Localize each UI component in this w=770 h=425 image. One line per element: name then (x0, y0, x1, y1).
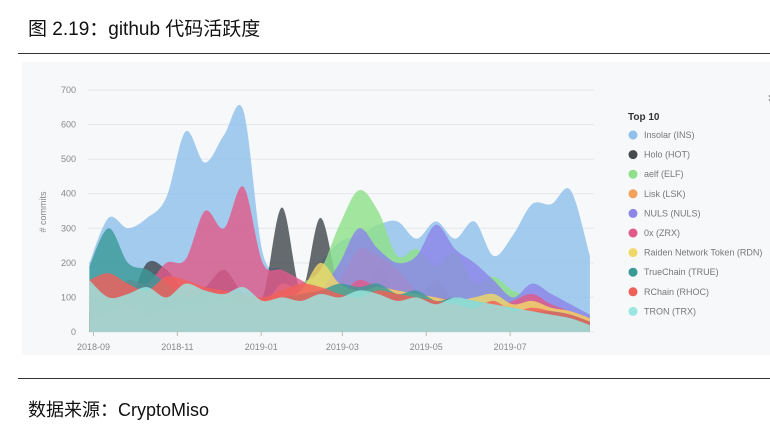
series-areas (89, 104, 590, 332)
legend-swatch[interactable] (628, 228, 638, 238)
y-tick-label: 200 (61, 258, 76, 268)
legend-label[interactable]: Insolar (INS) (644, 130, 695, 140)
legend-label[interactable]: TrueChain (TRUE) (644, 267, 719, 277)
x-tick-label: 2019-05 (410, 342, 443, 352)
legend-label[interactable]: Lisk (LSK) (644, 189, 686, 199)
y-tick-label: 300 (61, 223, 76, 233)
legend-swatch[interactable] (628, 267, 638, 277)
x-tick-label: 2019-07 (494, 342, 527, 352)
figure-title: 图 2.19：github 代码活跃度 (28, 19, 261, 40)
legend: Insolar (INS) Holo (HOT) aelf (ELF) Lisk (L… (628, 130, 762, 316)
legend-swatch[interactable] (628, 287, 638, 297)
legend-label[interactable]: TRON (TRX) (644, 306, 696, 316)
bottom-divider (18, 378, 770, 379)
x-axis: 2018-09 2018-11 2019-01 2019-03 2019-05 2019-… (77, 332, 527, 352)
legend-swatch[interactable] (628, 130, 638, 140)
legend-swatch[interactable] (628, 306, 638, 316)
legend-title: Top 10 (628, 112, 660, 123)
legend-label[interactable]: Holo (HOT) (644, 150, 690, 160)
legend-label[interactable]: RChain (RHOC) (644, 287, 709, 297)
legend-swatch[interactable] (628, 208, 638, 218)
top-divider (18, 53, 770, 54)
y-tick-label: 400 (61, 189, 76, 199)
legend-swatch[interactable] (628, 150, 638, 160)
legend-swatch[interactable] (628, 189, 638, 199)
series-area-10[interactable] (89, 280, 590, 332)
legend-swatch[interactable] (628, 248, 638, 258)
legend-swatch[interactable] (628, 169, 638, 179)
chart-panel: 0 100 200 300 400 500 600 700 2018-09 2018-11 201… (22, 62, 770, 355)
x-tick-label: 2019-03 (326, 342, 359, 352)
figure-source: 数据来源：CryptoMiso (28, 400, 210, 420)
legend-label[interactable]: 0x (ZRX) (644, 228, 680, 238)
x-tick-label: 2019-01 (245, 342, 278, 352)
y-tick-label: 700 (61, 85, 76, 95)
y-tick-label: 600 (61, 120, 76, 130)
y-tick-label: 100 (61, 292, 76, 302)
y-tick-label: 0 (71, 327, 76, 337)
y-tick-label: 500 (61, 154, 76, 164)
legend-label[interactable]: aelf (ELF) (644, 169, 684, 179)
y-axis: 0 100 200 300 400 500 600 700 (61, 85, 76, 337)
x-tick-label: 2018-09 (77, 342, 110, 352)
legend-label[interactable]: NULS (NULS) (644, 208, 701, 218)
legend-label[interactable]: Raiden Network Token (RDN) (644, 248, 762, 258)
x-tick-label: 2018-11 (161, 342, 193, 352)
y-axis-label: # commits (38, 191, 48, 233)
